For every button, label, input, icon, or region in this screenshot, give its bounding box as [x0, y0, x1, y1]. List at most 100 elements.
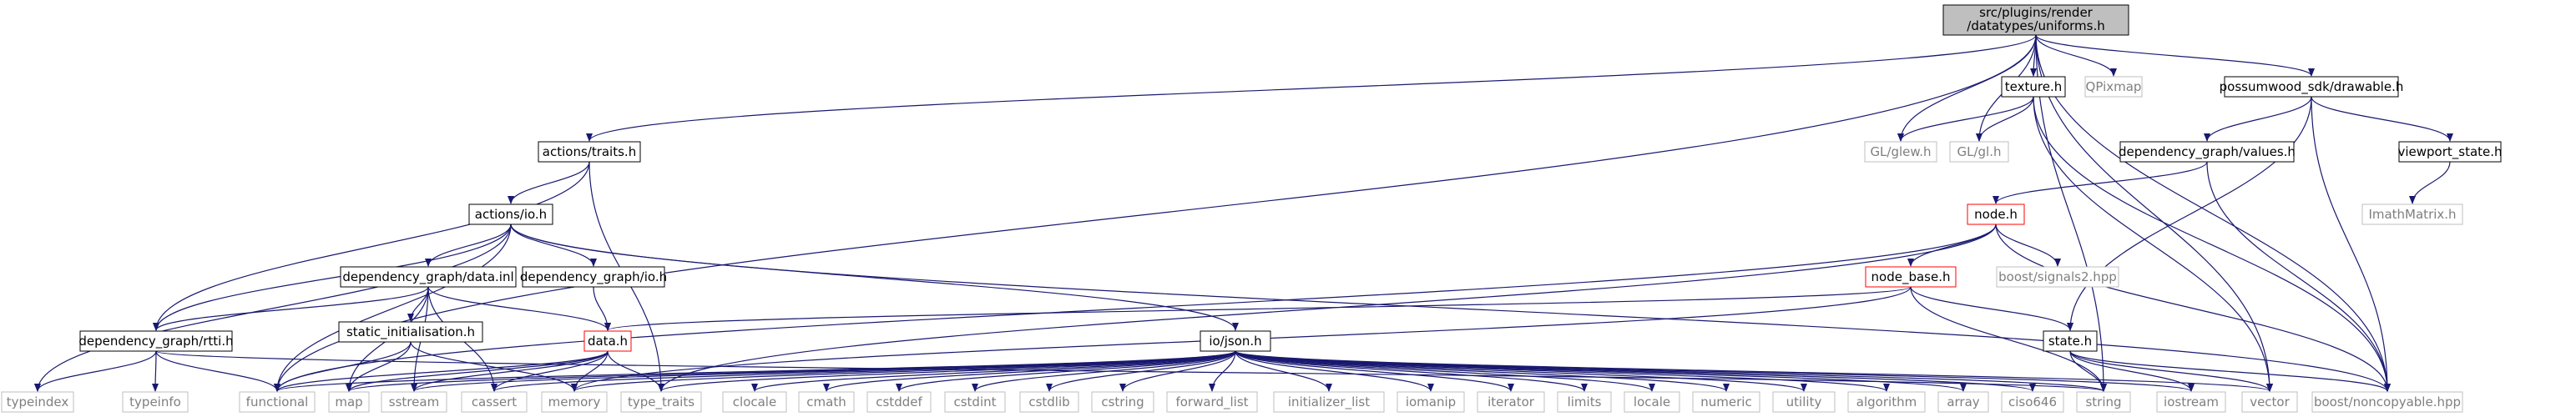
- node-locale-label: locale: [1634, 394, 1670, 409]
- node-json[interactable]: io/json.h: [1200, 330, 1271, 352]
- node-ciso646-label: ciso646: [2008, 394, 2057, 409]
- node-type_traits-label: type_traits: [628, 394, 695, 410]
- edge-json-to-memory: [571, 350, 1236, 392]
- edge-node-to-signals2: [1995, 224, 2061, 267]
- edge-layer: [34, 34, 2453, 392]
- node-node[interactable]: node.h: [1967, 203, 2025, 225]
- node-imath: ImathMatrix.h: [2361, 203, 2463, 225]
- edge-drawable-to-values: [2204, 96, 2312, 142]
- node-iomanip-box: [1397, 391, 1465, 413]
- node-json-label: io/json.h: [1209, 334, 1261, 349]
- node-iomanip-label: iomanip: [1406, 394, 1456, 409]
- node-state-label: state.h: [2048, 334, 2092, 349]
- node-actions_io[interactable]: actions/io.h: [468, 203, 553, 225]
- node-rtti-box: [79, 330, 233, 352]
- node-iostream: iostream: [2156, 391, 2226, 413]
- edge-actions_io-to-rtti: [153, 224, 512, 331]
- edge-json-to-limits: [1235, 350, 1588, 392]
- node-data_inl-box: [340, 266, 517, 288]
- node-map: map: [328, 391, 370, 413]
- edge-state-to-vector: [2069, 350, 2273, 392]
- node-glew-box: [1864, 141, 1937, 163]
- node-algorithm: algorithm: [1847, 391, 1926, 413]
- node-texture-label: texture.h: [2005, 79, 2062, 94]
- node-clocale-label: clocale: [733, 394, 776, 409]
- node-glew: GL/glew.h: [1864, 141, 1937, 163]
- node-rtti[interactable]: dependency_graph/rtti.h: [78, 330, 234, 352]
- node-data_inl-label: dependency_graph/data.inl: [342, 269, 513, 285]
- node-iterator-box: [1477, 391, 1545, 413]
- node-state[interactable]: state.h: [2043, 330, 2098, 352]
- edge-values-to-noncopyable: [2206, 161, 2391, 392]
- edge-data-to-functional: [274, 350, 609, 392]
- node-node-box: [1967, 203, 2025, 225]
- node-data[interactable]: data.h: [583, 330, 632, 352]
- edge-texture-to-vector: [2033, 96, 2273, 392]
- edge-rtti-to-functional: [155, 350, 280, 392]
- node-typeinfo-label: typeinfo: [129, 394, 181, 409]
- node-forward_list-box: [1166, 391, 1258, 413]
- node-qpixmap: QPixmap: [2084, 76, 2143, 98]
- node-cstdint: cstdint: [944, 391, 1006, 413]
- node-cstdlib: cstdlib: [1019, 391, 1079, 413]
- node-drawable[interactable]: possumwood_sdk/drawable.h: [2220, 76, 2404, 98]
- node-node_base[interactable]: node_base.h: [1865, 266, 1957, 288]
- edge-root-to-traits: [586, 34, 2037, 142]
- edge-json-to-numeric: [1235, 350, 1730, 392]
- node-gl-label: GL/gl.h: [1957, 144, 2002, 159]
- node-data_inl[interactable]: dependency_graph/data.inl: [340, 266, 517, 288]
- node-texture[interactable]: texture.h: [2001, 76, 2066, 98]
- node-clocale: clocale: [722, 391, 787, 413]
- node-cmath-box: [798, 391, 855, 413]
- edge-data-to-type_traits: [607, 350, 664, 392]
- node-viewport-box: [2398, 141, 2502, 163]
- edge-json-to-cstdlib: [1046, 350, 1236, 392]
- edge-texture-to-glew: [1897, 96, 2034, 142]
- node-node_base-label: node_base.h: [1871, 269, 1951, 285]
- node-numeric-label: numeric: [1700, 394, 1751, 409]
- edge-json-to-iostream: [1235, 350, 2195, 392]
- edge-values-to-node: [1993, 161, 2208, 204]
- edge-actions_io-to-noncopyable: [510, 224, 2391, 392]
- node-functional: functional: [239, 391, 316, 413]
- node-dg_io[interactable]: dependency_graph/io.h: [520, 266, 667, 288]
- node-values-box: [2119, 141, 2295, 163]
- node-iostream-box: [2156, 391, 2226, 413]
- node-numeric: numeric: [1692, 391, 1760, 413]
- node-values-label: dependency_graph/values.h: [2119, 144, 2296, 160]
- edge-root-to-qpixmap: [2035, 34, 2117, 77]
- node-initializer_list-box: [1273, 391, 1385, 413]
- node-actions_io-label: actions/io.h: [475, 207, 547, 222]
- node-data-box: [583, 330, 632, 352]
- edge-traits-to-rtti: [153, 161, 590, 331]
- node-cassert-box: [461, 391, 528, 413]
- node-static_init-box: [338, 321, 483, 343]
- node-limits: limits: [1557, 391, 1612, 413]
- edge-node-to-node_base: [1907, 224, 1997, 267]
- node-traits[interactable]: actions/traits.h: [538, 141, 641, 163]
- edge-node_base-to-string: [1910, 286, 2107, 392]
- node-signals2-label: boost/signals2.hpp: [1998, 269, 2117, 284]
- edge-data-to-cassert: [491, 350, 609, 392]
- node-json-box: [1200, 330, 1271, 352]
- edge-rtti-to-typeindex: [34, 350, 157, 392]
- edge-root-to-noncopyable: [2035, 34, 2391, 392]
- node-cstring-box: [1091, 391, 1154, 413]
- node-root[interactable]: src/plugins/render/datatypes/uniforms.h: [1942, 4, 2129, 36]
- node-cstddef: cstddef: [866, 391, 932, 413]
- node-typeinfo: typeinfo: [122, 391, 189, 413]
- node-iomanip: iomanip: [1397, 391, 1465, 413]
- node-numeric-box: [1692, 391, 1760, 413]
- node-noncopyable-box: [2311, 391, 2463, 413]
- edge-rtti-to-typeinfo: [152, 350, 159, 392]
- node-viewport[interactable]: viewport_state.h: [2397, 141, 2503, 163]
- node-static_init[interactable]: static_initialisation.h: [338, 321, 483, 343]
- node-string-label: string: [2085, 394, 2121, 409]
- edge-data_inl-to-data: [427, 286, 611, 331]
- node-cmath: cmath: [798, 391, 855, 413]
- node-sstream-label: sstream: [389, 394, 439, 409]
- node-utility-label: utility: [1786, 394, 1822, 409]
- node-values[interactable]: dependency_graph/values.h: [2119, 141, 2296, 163]
- node-cstring-label: cstring: [1101, 394, 1144, 409]
- edge-state-to-noncopyable: [2069, 350, 2391, 392]
